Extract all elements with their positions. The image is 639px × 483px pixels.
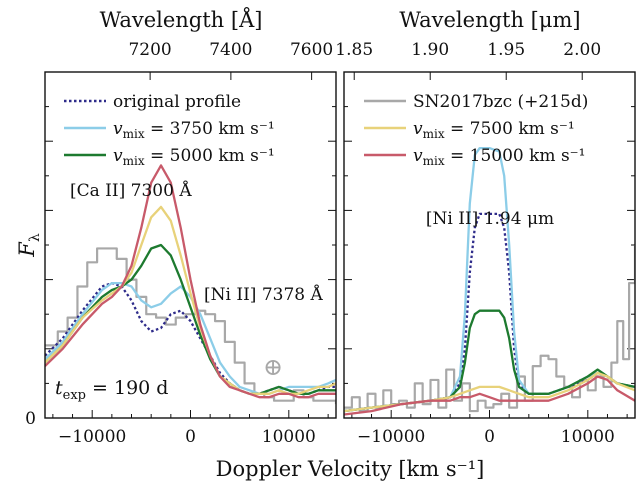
- x-axis-label: Doppler Velocity [km s⁻¹]: [216, 457, 485, 481]
- niii-7378-label: [Ni II] 7378 Å: [204, 284, 323, 305]
- series-line: [45, 281, 336, 395]
- legend-label-5000: vmix = 5000 km s⁻¹: [113, 146, 275, 168]
- x-tick-label: −10000: [58, 427, 126, 447]
- legend-label-original: original profile: [113, 92, 241, 112]
- right-axes-frame: [343, 71, 636, 419]
- y-zero-label: 0: [25, 409, 36, 429]
- panel-right: Wavelength [μm] 1.85 1.90 1.95 2.00 −10000 0…: [335, 8, 636, 447]
- series-line: [45, 247, 336, 405]
- series-line: [344, 146, 635, 413]
- left-top-ticks: 7200 7400 7600: [128, 40, 333, 80]
- top-tick-label: 1.90: [411, 40, 449, 60]
- legend-label-sn2017bzc: SN2017bzc (+215d): [413, 92, 588, 112]
- x-tick-label: 0: [185, 427, 196, 447]
- niii-194-label: [Ni II] 1.94 μm: [426, 209, 554, 229]
- x-tick-label: −10000: [357, 427, 425, 447]
- x-tick-label: 10000: [561, 427, 615, 447]
- right-top-ticks: 1.85 1.90 1.95 2.00: [335, 40, 601, 80]
- x-tick-label: 0: [484, 427, 495, 447]
- series-line: [45, 164, 336, 399]
- legend-label-15000: vmix = 15000 km s⁻¹: [413, 146, 585, 168]
- series-line: [344, 375, 635, 416]
- x-tick-label: 10000: [262, 427, 316, 447]
- top-tick-label: 7600: [290, 40, 333, 60]
- panel-left: Wavelength [Å] 7200 7400 7600 −10000 0 10000…: [44, 7, 337, 447]
- series-line: [344, 371, 635, 413]
- series-line: [45, 243, 336, 395]
- left-top-axis-label: Wavelength [Å]: [100, 7, 263, 32]
- left-legend: original profile vmix = 3750 km s⁻¹ vmix…: [64, 92, 275, 168]
- caii-line-label: [Ca II] 7300 Å: [70, 180, 192, 201]
- right-bottom-ticks: −10000 0 10000: [351, 410, 628, 447]
- exposure-time-label: texp = 190 d: [55, 377, 168, 403]
- top-tick-label: 2.00: [563, 40, 601, 60]
- right-series: [344, 146, 635, 416]
- top-tick-label: 7400: [209, 40, 252, 60]
- earth-symbol-icon: ⊕: [263, 353, 283, 381]
- right-legend: SN2017bzc (+215d) vmix = 7500 km s⁻¹ vmi…: [364, 92, 588, 168]
- left-axes-frame: [44, 71, 337, 419]
- series-line: [344, 212, 635, 413]
- legend-label-7500: vmix = 7500 km s⁻¹: [413, 119, 575, 141]
- left-bottom-ticks: −10000 0 10000: [52, 410, 329, 447]
- y-axis-label: Fλ: [15, 233, 43, 258]
- legend-label-3750: vmix = 3750 km s⁻¹: [113, 119, 275, 141]
- left-series: [45, 164, 336, 405]
- top-tick-label: 1.95: [487, 40, 525, 60]
- right-top-axis-label: Wavelength [μm]: [399, 8, 580, 32]
- top-tick-label: 7200: [128, 40, 171, 60]
- top-tick-label: 1.85: [335, 40, 373, 60]
